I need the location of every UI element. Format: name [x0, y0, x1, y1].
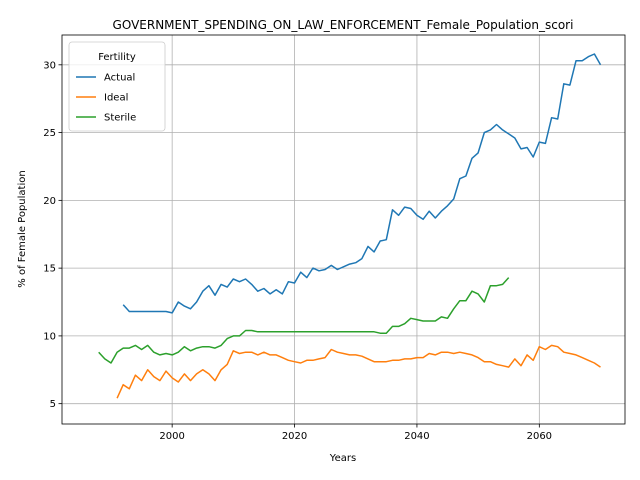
legend-label-actual: Actual — [104, 73, 135, 84]
grid — [62, 35, 625, 424]
legend-title: Fertility — [98, 52, 136, 63]
y-tick-label: 20 — [43, 196, 56, 207]
y-tick-label: 30 — [43, 60, 56, 71]
x-tick-label: 2020 — [282, 431, 307, 442]
legend: Fertility Actual Ideal Sterile — [68, 41, 166, 132]
series-line-sterile — [98, 277, 510, 364]
legend-items: Actual Ideal Sterile — [76, 73, 136, 124]
axes-frame — [61, 34, 626, 425]
series-line-actual — [122, 53, 602, 314]
x-axis-ticks: 2000 2020 2040 2060 — [159, 424, 552, 442]
x-tick-label: 2060 — [527, 431, 552, 442]
series-lines — [98, 53, 602, 399]
legend-box — [68, 41, 166, 132]
chart-title: GOVERNMENT_SPENDING_ON_LAW_ENFORCEMENT_F… — [113, 18, 574, 32]
y-tick-label: 10 — [43, 331, 56, 342]
y-axis-ticks: 5 10 15 20 25 30 — [43, 60, 62, 410]
y-tick-label: 25 — [43, 128, 56, 139]
x-axis-label: Years — [329, 453, 356, 464]
legend-label-sterile: Sterile — [104, 113, 136, 124]
y-tick-label: 5 — [50, 399, 56, 410]
legend-label-ideal: Ideal — [104, 93, 128, 104]
x-tick-label: 2040 — [404, 431, 429, 442]
x-tick-label: 2000 — [159, 431, 184, 442]
y-tick-label: 15 — [43, 264, 56, 275]
y-axis-label: % of Female Population — [17, 170, 28, 287]
series-line-ideal — [116, 344, 601, 399]
